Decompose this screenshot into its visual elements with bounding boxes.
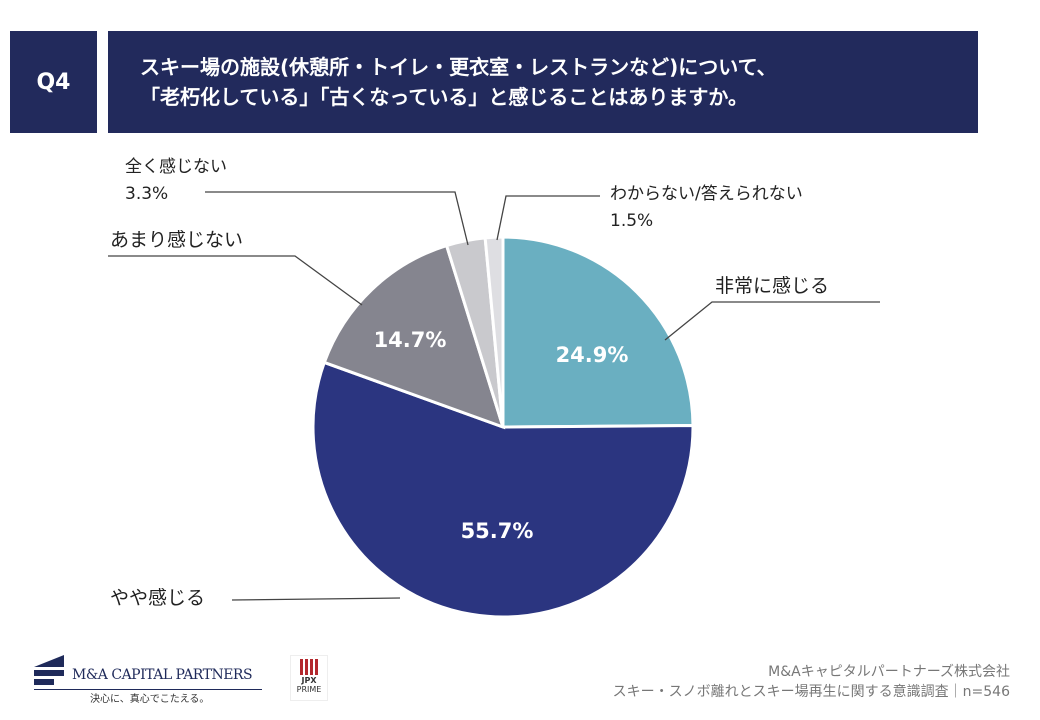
label-cat-0: 非常に感じる: [715, 275, 829, 297]
leader-line-1: [231, 597, 401, 601]
leader-line-4: [496, 195, 600, 241]
label-pct-4: 1.5%: [610, 211, 653, 231]
pie-slice-2: [322, 243, 506, 430]
title-line-1: スキー場の施設(休憩所・トイレ・更衣室・レストランなど)について、: [140, 55, 777, 79]
leader-line-0: [664, 301, 880, 341]
logo-tagline: 決心に、真心でこたえる。: [90, 694, 210, 705]
leader-line-2: [108, 255, 363, 306]
company-logo: [34, 655, 262, 690]
pie-slice-1: [311, 360, 695, 619]
footer-survey: スキー・スノボ離れとスキー場再生に関する意識調査｜n=546: [612, 684, 1010, 700]
label-cat-4: わからない/答えられない: [610, 184, 803, 204]
label-pct-1: 55.7%: [461, 519, 534, 543]
leader-line-3: [205, 191, 469, 246]
label-pct-3: 3.3%: [125, 184, 168, 204]
title-line-2: 「老朽化している」「古くなっている」と感じることはありますか。: [140, 85, 748, 109]
footer: M&Aキャピタルパートナーズ株式会社 スキー・スノボ離れとスキー場再生に関する意…: [613, 662, 1010, 702]
label-cat-2: あまり感じない: [110, 229, 243, 251]
label-cat-1: やや感じる: [110, 587, 205, 609]
logo-name: M&A CAPITAL PARTNERS: [72, 667, 253, 683]
label-pct-2: 14.7%: [374, 328, 447, 352]
question-title: スキー場の施設(休憩所・トイレ・更衣室・レストランなど)について、 「老朽化して…: [108, 31, 978, 133]
leader-lines: [108, 191, 880, 601]
footer-company: M&Aキャピタルパートナーズ株式会社: [768, 664, 1010, 680]
question-number: Q4: [10, 31, 97, 133]
label-cat-3: 全く感じない: [125, 157, 227, 177]
label-pct-0: 24.9%: [556, 343, 629, 367]
pie-slice-0: [501, 235, 695, 429]
jpx-logo: JPX PRIME: [290, 655, 328, 701]
pie-slice-4: [483, 235, 505, 428]
